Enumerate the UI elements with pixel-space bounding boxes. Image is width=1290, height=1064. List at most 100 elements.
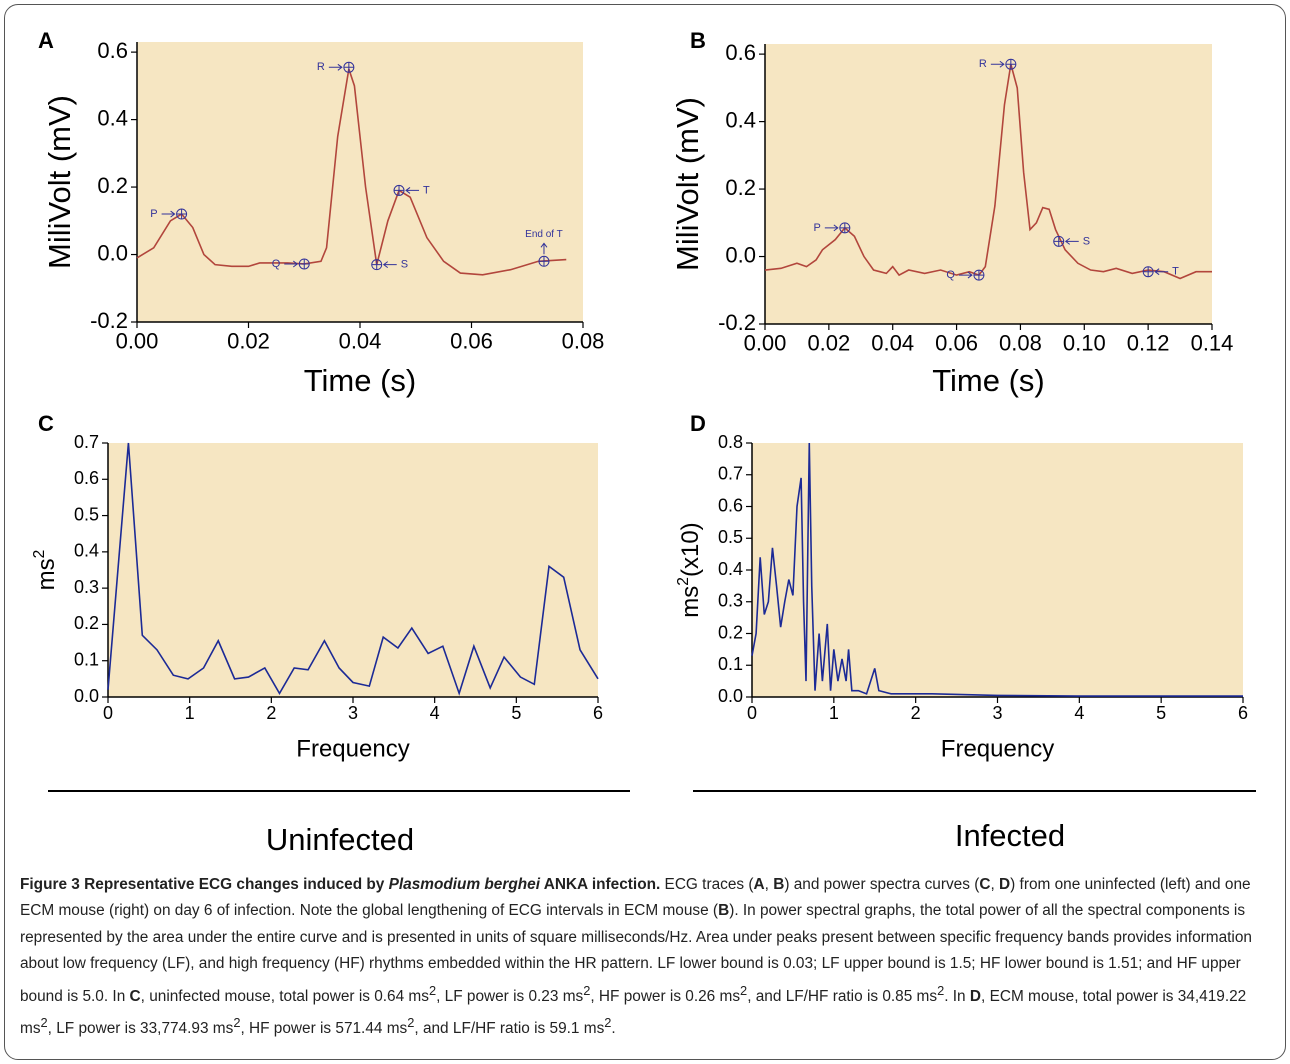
caption-text: 2 (428, 982, 437, 998)
annotation-label: S (1083, 235, 1090, 247)
annotation-arrow (284, 260, 299, 268)
x-tick-label: 6 (593, 703, 603, 723)
caption-text: , and LF/HF ratio is 59.1 ms (414, 1020, 605, 1038)
caption-text: 2 (40, 1015, 48, 1031)
caption-text: , LF power is 33,774.93 ms (47, 1020, 234, 1038)
annotation-arrow (540, 242, 548, 255)
caption-text: , LF power is 0.23 ms (436, 987, 584, 1005)
annotation-arrow (824, 224, 839, 232)
figure-frame (4, 4, 1286, 1060)
y-tick-label: 0.7 (74, 432, 99, 452)
caption-text: , (990, 876, 1000, 893)
caption-text: 2 (583, 982, 591, 998)
x-tick-label: 0.14 (1191, 331, 1234, 356)
annotation-marker-cross (394, 185, 405, 196)
annotation-arrow (1064, 237, 1079, 245)
x-tick-label: 0.06 (935, 331, 978, 356)
annotation-marker-cross (538, 256, 549, 267)
y-axis-label-part: 2 (675, 577, 692, 586)
y-tick-label: 0.6 (97, 38, 128, 63)
annotation-marker-cross (371, 259, 382, 270)
caption-text: C (979, 876, 991, 893)
x-tick-label: 0.10 (1063, 331, 1106, 356)
annotation-marker-cross (299, 258, 310, 269)
panel-label: B (690, 28, 706, 53)
plot-background (765, 44, 1212, 324)
x-tick-label: 3 (348, 703, 358, 723)
caption-text: , uninfected mouse, total power is 0.64 … (140, 987, 429, 1005)
y-axis-label-part: MiliVolt (mV) (670, 97, 705, 271)
y-tick-label: 0.3 (718, 591, 743, 611)
y-tick-label: 0.2 (97, 173, 128, 198)
y-tick-label: 0.0 (97, 240, 128, 265)
annotation-label: End of T (525, 229, 563, 240)
data-line (136, 68, 567, 276)
x-tick-label: 0.00 (116, 329, 159, 354)
annotation-label: S (401, 259, 408, 271)
caption-text: ANKA infection. (540, 876, 661, 893)
caption-text: 2 (937, 982, 945, 998)
group-label: Uninfected (266, 822, 414, 857)
y-axis-label-part: MiliVolt (mV) (42, 95, 77, 269)
panel-label: D (690, 411, 706, 436)
annotation-marker-cross (343, 62, 354, 73)
caption-text: , and LF/HF ratio is 0.85 ms (747, 987, 938, 1005)
caption-text: B (718, 902, 730, 920)
panel-label: A (38, 28, 54, 53)
annotation-label: T (1172, 266, 1179, 278)
x-tick-label: 0.08 (999, 331, 1042, 356)
caption-text: Plasmodium berghei (388, 876, 540, 893)
caption-text: D (969, 987, 982, 1005)
caption-text: ) and power spectra curves ( (784, 876, 980, 893)
annotation-label: P (813, 222, 820, 234)
annotation-label: R (979, 58, 987, 70)
annotation-arrow (161, 210, 176, 218)
caption-text: . In (944, 987, 970, 1005)
plot-background (752, 443, 1243, 697)
caption-text: , (764, 876, 774, 893)
caption-text: 2 (604, 1015, 612, 1031)
x-tick-label: 5 (511, 703, 521, 723)
y-axis-label: ms2(x10) (675, 522, 705, 617)
annotation-marker-cross (1053, 236, 1064, 247)
x-tick-label: 1 (185, 703, 195, 723)
caption-text: ). In power spectral graphs, the total p… (20, 902, 1252, 1005)
x-tick-label: 0.00 (744, 331, 787, 356)
x-tick-label: 0 (747, 703, 757, 723)
caption-text: , ECM mouse, total power is 34,419.22 ms (20, 987, 1247, 1038)
plot-background (137, 42, 583, 322)
caption-text: 2 (740, 982, 748, 998)
annotation-label: P (150, 208, 157, 220)
y-tick-label: 0.7 (718, 464, 743, 484)
x-tick-label: 4 (430, 703, 440, 723)
x-tick-label: 5 (1156, 703, 1166, 723)
y-tick-label: 0.3 (74, 577, 99, 597)
x-tick-label: 2 (266, 703, 276, 723)
y-tick-label: 0.4 (725, 107, 756, 132)
annotation-arrow (405, 187, 420, 194)
caption-text: Figure 3 Representative ECG changes indu… (20, 876, 389, 893)
y-axis-label-part: ms (677, 586, 704, 618)
x-tick-label: 4 (1074, 703, 1084, 723)
annotation-arrow (382, 261, 397, 269)
caption-text: 2 (407, 1015, 415, 1031)
x-tick-label: 6 (1238, 703, 1248, 723)
caption-text: ) from one uninfected (left) and one ECM… (20, 876, 1251, 920)
x-axis-label: Frequency (296, 735, 409, 762)
data-line (107, 442, 599, 696)
x-tick-label: 2 (911, 703, 921, 723)
data-line (751, 442, 1243, 697)
annotation-marker-cross (973, 270, 984, 281)
y-tick-label: 0.4 (74, 541, 99, 561)
group-label: Infected (955, 818, 1065, 853)
x-tick-label: 0.02 (227, 329, 270, 354)
y-tick-label: 0.1 (74, 649, 99, 669)
y-axis-label-part: ms (33, 558, 60, 590)
caption-text: A (753, 876, 765, 893)
annotation-marker-cross (1143, 266, 1154, 277)
x-tick-label: 0.12 (1127, 331, 1170, 356)
y-axis-label-part: 2 (31, 550, 48, 559)
caption-text: C (129, 987, 141, 1005)
caption-text: , HF power is 571.44 ms (240, 1020, 408, 1038)
annotation-marker-cross (839, 222, 850, 233)
